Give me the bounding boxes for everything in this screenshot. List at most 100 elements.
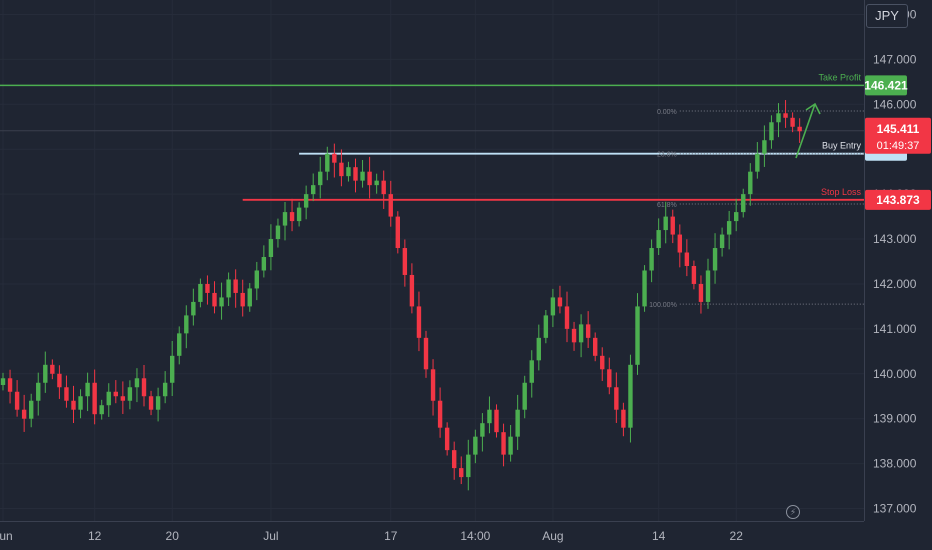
candle (508, 436, 513, 455)
candle (289, 212, 295, 222)
candle (85, 382, 90, 397)
candle (318, 171, 323, 186)
candle (585, 324, 591, 338)
candle (677, 234, 682, 253)
time-axis-tick: Jun (0, 529, 13, 543)
candle (409, 274, 415, 307)
candle (148, 396, 154, 410)
candle (282, 212, 288, 226)
candle (536, 337, 541, 361)
candle (261, 257, 267, 271)
candle (522, 382, 527, 410)
projection-arrow-head (805, 102, 821, 115)
candle (106, 391, 111, 406)
candle (325, 153, 330, 172)
price-axis-tick: 146.000 (873, 97, 917, 111)
candle (184, 315, 189, 334)
candle (578, 324, 584, 343)
candle (0, 378, 6, 386)
candle (339, 162, 344, 177)
price-axis-tick: 140.000 (873, 367, 917, 381)
candle (36, 382, 41, 401)
candle (712, 248, 718, 271)
candle (21, 409, 27, 419)
candle (571, 328, 577, 343)
candle (7, 378, 13, 392)
candle (240, 292, 245, 307)
candle (529, 360, 534, 383)
candle (614, 387, 619, 410)
candle (113, 391, 118, 397)
candle (311, 185, 316, 195)
candle (219, 297, 224, 307)
candle (557, 297, 563, 307)
candle (480, 423, 485, 437)
candle (346, 167, 351, 177)
candle (444, 427, 450, 451)
candle (226, 279, 231, 298)
candle (57, 373, 62, 388)
price-axis-tick: 147.000 (873, 52, 917, 66)
fib-level-label: 0.00% (657, 109, 677, 116)
time-axis-tick: Aug (542, 529, 563, 543)
candle (360, 171, 365, 181)
candle (127, 387, 133, 401)
candle (487, 409, 492, 424)
candle (734, 212, 739, 222)
candle (755, 153, 760, 172)
candle (268, 239, 274, 258)
candle (191, 301, 196, 316)
candle (198, 283, 203, 302)
buy-entry-label: Buy Entry (822, 141, 862, 151)
time-axis-bg (0, 521, 932, 550)
candle (92, 382, 97, 415)
bolt-icon[interactable]: ⚡ (786, 505, 800, 519)
time-axis-tick: 22 (730, 529, 744, 543)
candle (621, 409, 626, 428)
candle (593, 337, 598, 356)
candle (741, 194, 746, 213)
candle (43, 364, 48, 383)
candle (120, 396, 126, 401)
candle (437, 400, 443, 428)
candle (99, 405, 104, 415)
candle (162, 382, 168, 397)
candle (691, 265, 697, 284)
candle (141, 378, 147, 397)
candle (656, 230, 661, 249)
stop-loss-label: Stop Loss (821, 187, 862, 197)
candle (607, 369, 612, 388)
fib-level-label: 61.8% (657, 202, 677, 209)
stop-loss-badge (865, 189, 931, 210)
candle (466, 454, 471, 478)
candle (705, 270, 711, 302)
candle (134, 378, 140, 388)
candle (381, 180, 386, 195)
candle (367, 171, 372, 186)
candle (748, 171, 753, 195)
candle (776, 113, 781, 123)
candle (783, 113, 788, 118)
candle (205, 283, 210, 293)
currency-badge[interactable]: JPY (866, 4, 908, 28)
price-axis-tick: 138.000 (873, 457, 917, 471)
candle (303, 194, 309, 208)
candle (353, 167, 358, 181)
candle (550, 297, 556, 316)
time-axis-tick: 14 (652, 529, 666, 543)
price-axis-tick: 143.000 (873, 232, 917, 246)
candle (395, 216, 400, 249)
candle (600, 355, 605, 370)
candle (698, 283, 704, 302)
take-profit-badge (865, 75, 907, 96)
candle (663, 216, 668, 231)
candle (494, 409, 499, 433)
candle (177, 333, 182, 356)
current-price-badge (865, 117, 931, 154)
fib-level-label: 23.6% (657, 152, 677, 159)
candle (543, 315, 549, 338)
candle (416, 306, 422, 338)
candle (719, 234, 725, 249)
